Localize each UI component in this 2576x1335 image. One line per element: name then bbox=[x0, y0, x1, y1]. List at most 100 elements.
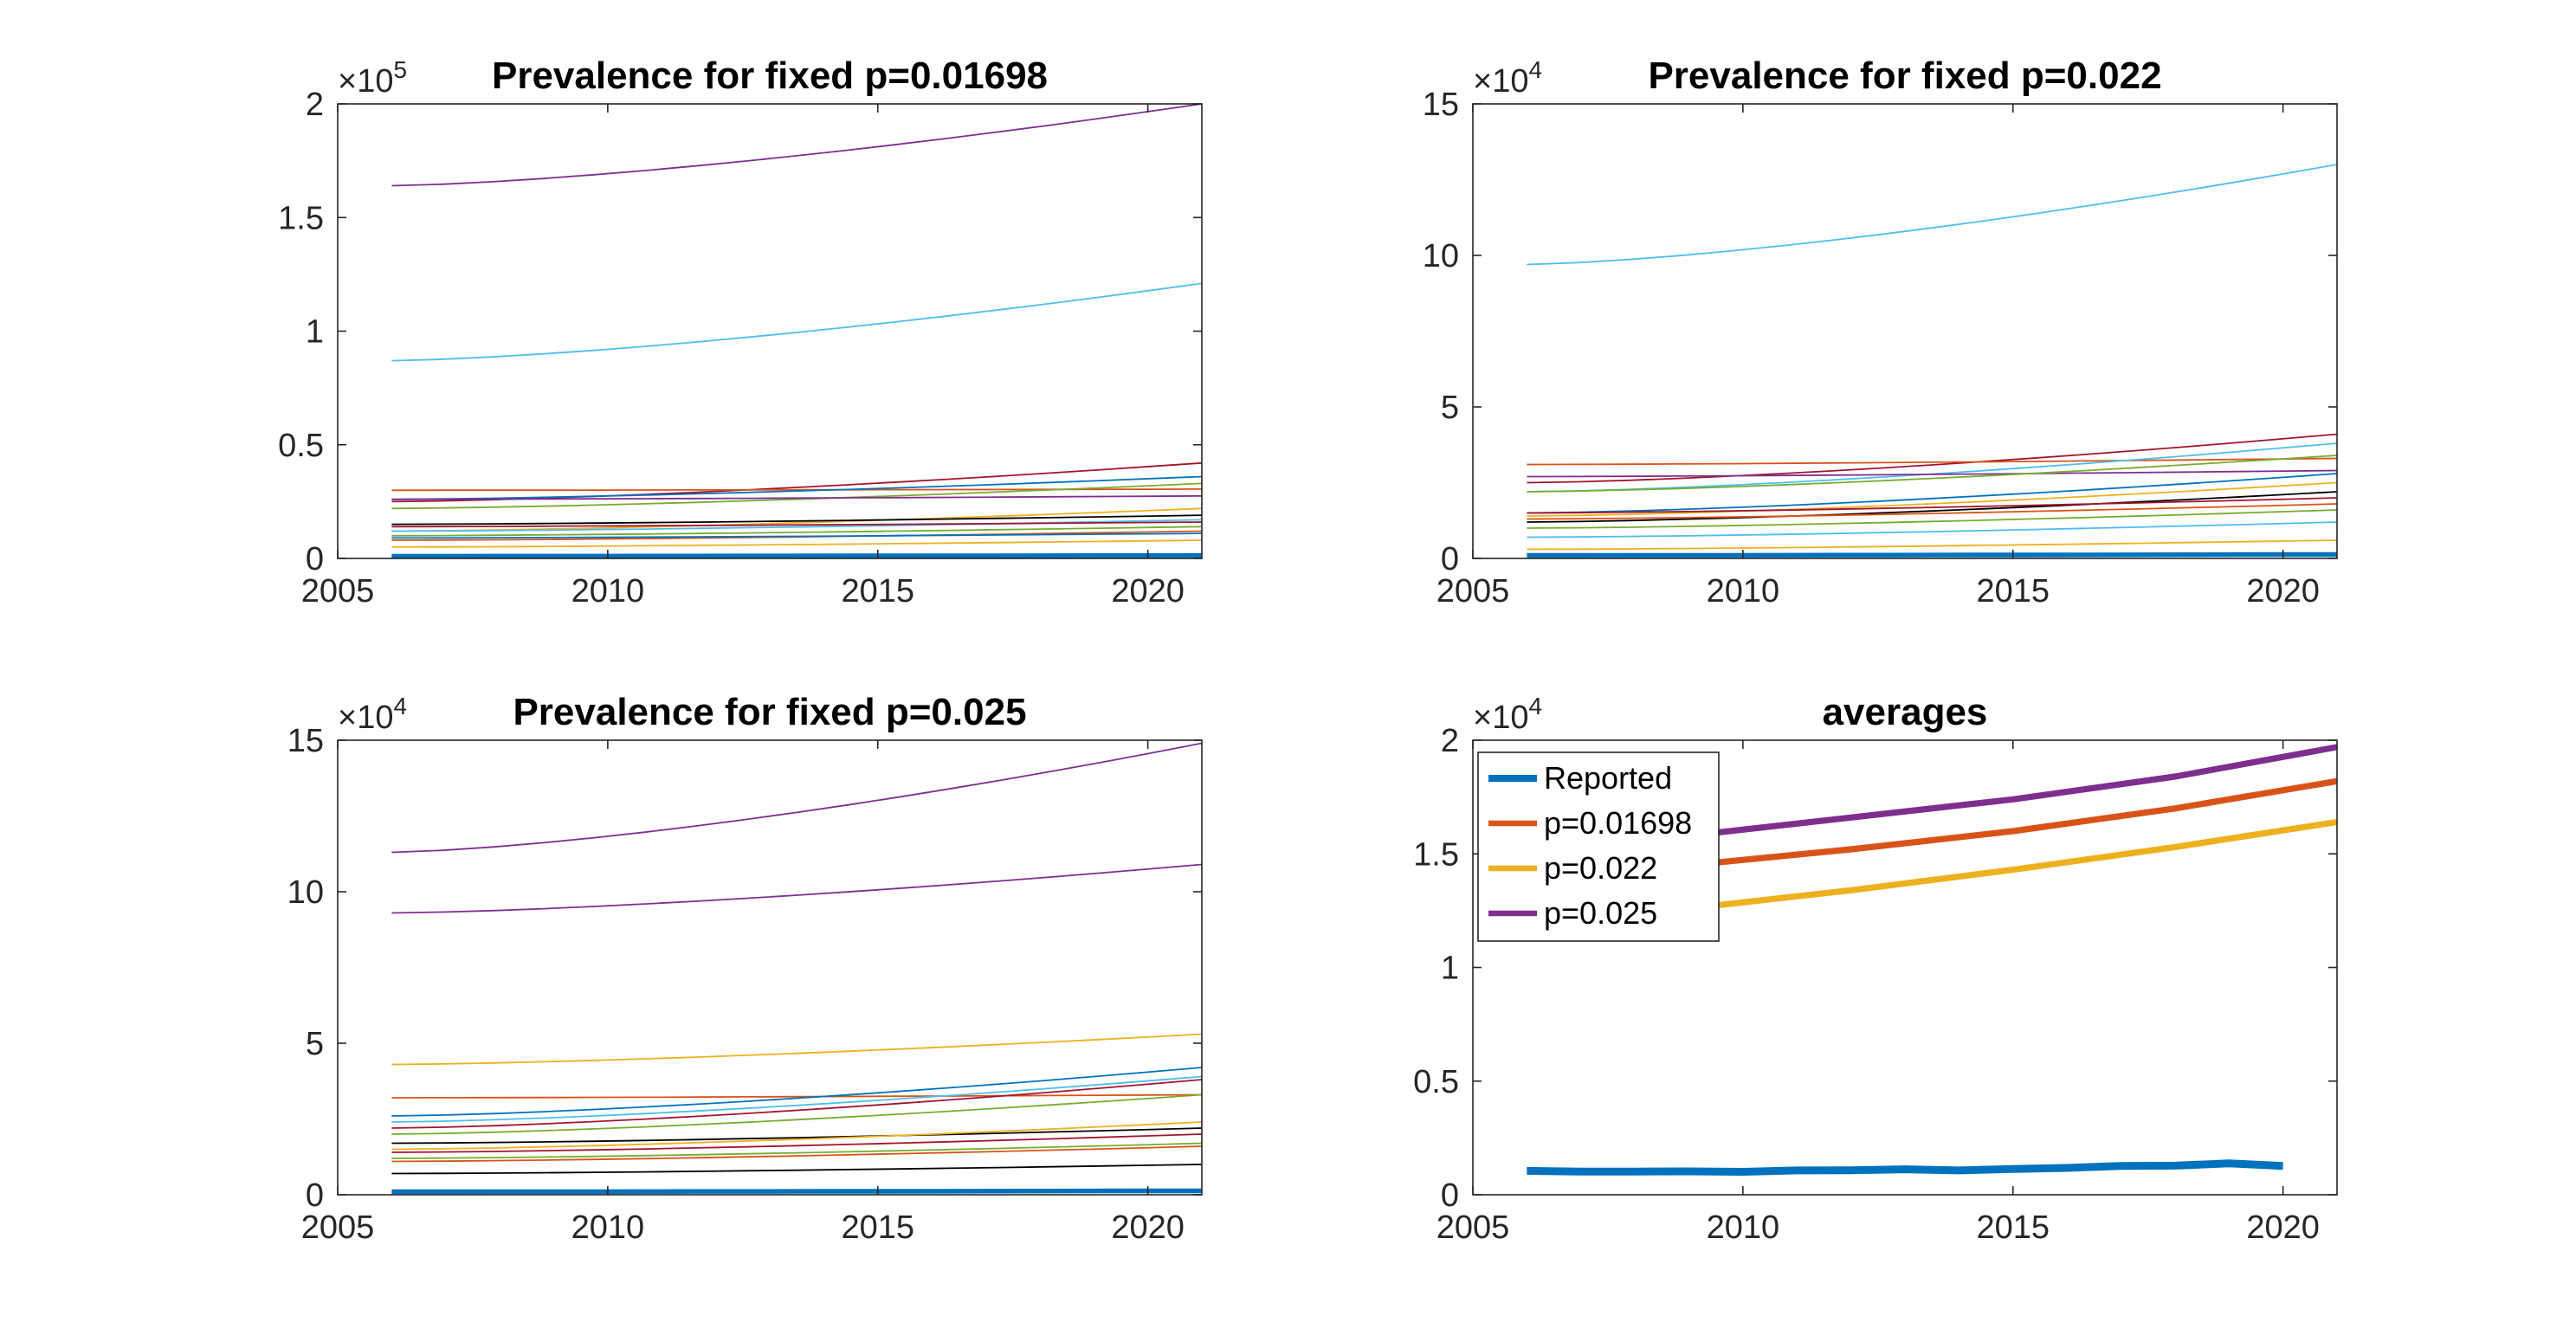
series-line-1 bbox=[391, 282, 1202, 362]
series-line-12 bbox=[1527, 521, 2337, 539]
legend-label: Reported bbox=[1544, 760, 1672, 796]
series-line-15 bbox=[391, 552, 1202, 558]
y-tick-label: 2 bbox=[306, 87, 324, 123]
legend-label: p=0.022 bbox=[1544, 850, 1657, 886]
chart-title: Prevalence for fixed p=0.022 bbox=[1648, 55, 2161, 97]
chart-title: Prevalence for fixed p=0.025 bbox=[513, 691, 1026, 733]
series-line-11 bbox=[1527, 503, 2337, 520]
y-tick-label: 1.5 bbox=[278, 200, 324, 236]
x-tick-label: 2015 bbox=[841, 573, 914, 609]
series-line-14 bbox=[391, 532, 1202, 539]
series-line-6 bbox=[391, 494, 1202, 500]
y-tick-label: 0 bbox=[306, 1177, 324, 1214]
x-tick-label: 2020 bbox=[2246, 573, 2320, 609]
series-line-10 bbox=[1527, 509, 2337, 529]
y-tick-label: 1 bbox=[1441, 951, 1459, 987]
series-line-9 bbox=[391, 1121, 1202, 1151]
series-line-0 bbox=[1527, 164, 2337, 266]
x-tick-label: 2010 bbox=[1707, 573, 1780, 609]
y-tick-label: 10 bbox=[1423, 238, 1459, 274]
x-tick-label: 2005 bbox=[1436, 573, 1510, 609]
chart-panel-top-right: 2005 2010 2015 2020 0 5 10 15 ×104 Prevalence for… bbox=[1423, 55, 2338, 609]
series-line-6 bbox=[391, 1079, 1202, 1129]
legend-label: p=0.025 bbox=[1544, 895, 1657, 931]
series-line-5 bbox=[1527, 455, 2337, 493]
series-line-11 bbox=[391, 1142, 1202, 1159]
series-group bbox=[1527, 164, 2337, 558]
series-line-14 bbox=[391, 1188, 1202, 1195]
series-line-0 bbox=[391, 104, 1202, 187]
legend-label: p=0.01698 bbox=[1544, 805, 1692, 841]
x-tick-label: 2020 bbox=[1111, 1209, 1185, 1246]
series-line-10 bbox=[391, 1133, 1202, 1153]
series-line-8 bbox=[1527, 491, 2337, 523]
x-tick-label: 2015 bbox=[1976, 573, 2050, 609]
series-line-1 bbox=[1527, 433, 2337, 484]
y-tick-label: 5 bbox=[1441, 390, 1459, 426]
series-line-2 bbox=[1527, 457, 2337, 466]
x-tick-label: 2010 bbox=[571, 573, 645, 609]
series-group bbox=[391, 104, 1202, 558]
chart-title: averages bbox=[1823, 691, 1988, 733]
axes-box bbox=[337, 739, 1203, 1196]
y-tick-label: 0.5 bbox=[278, 428, 324, 464]
series-line-0 bbox=[391, 742, 1202, 854]
y-tick-label: 1.5 bbox=[1413, 836, 1459, 873]
x-tick-label: 2015 bbox=[1976, 1209, 2050, 1246]
series-line-8 bbox=[391, 514, 1202, 526]
x-tick-label: 2020 bbox=[1111, 573, 1185, 609]
y-tick-label: 0.5 bbox=[1413, 1064, 1459, 1100]
x-tick-label: 2020 bbox=[2246, 1209, 2320, 1246]
series-line-14 bbox=[1527, 551, 2337, 558]
axes-box bbox=[1472, 103, 2338, 559]
legend: Reported p=0.01698 p=0.022 p=0.025 bbox=[1477, 751, 1720, 942]
series-line-5 bbox=[391, 1075, 1202, 1123]
series-line-13 bbox=[1527, 539, 2337, 551]
series-line-2 bbox=[391, 1033, 1202, 1066]
y-tick-label: 10 bbox=[287, 874, 324, 911]
x-tick-label: 2005 bbox=[301, 1209, 375, 1246]
y-tick-label: 1 bbox=[306, 314, 324, 351]
legend-box bbox=[1477, 751, 1720, 942]
series-line-6 bbox=[1527, 473, 2337, 514]
y-tick-label: 0 bbox=[1441, 1177, 1459, 1214]
chart-panel-top-left: 2005 2010 2015 2020 0 0.5 1 1.5 2 ×105 Prevalence … bbox=[278, 55, 1203, 609]
series-line-13 bbox=[391, 1164, 1202, 1175]
series-line-7 bbox=[391, 507, 1202, 532]
series-line-9 bbox=[1527, 497, 2337, 514]
x-tick-label: 2015 bbox=[841, 1209, 914, 1246]
y-tick-label: 0 bbox=[306, 541, 324, 577]
series-line-8 bbox=[391, 1127, 1202, 1145]
y-tick-label: 15 bbox=[1423, 87, 1459, 123]
axis-exponent-label: ×104 bbox=[1473, 56, 1542, 100]
series-line-1 bbox=[391, 863, 1202, 914]
series-line-4 bbox=[391, 475, 1202, 500]
series-line-0 bbox=[1527, 1159, 2283, 1176]
series-group bbox=[391, 742, 1202, 1195]
series-line-7 bbox=[1527, 481, 2337, 517]
axis-exponent-label: ×104 bbox=[1473, 693, 1542, 736]
series-line-10 bbox=[391, 521, 1202, 528]
x-tick-label: 2010 bbox=[571, 1209, 645, 1246]
series-line-13 bbox=[391, 539, 1202, 548]
chart-panel-bottom-left: 2005 2010 2015 2020 0 5 10 15 ×104 Prevalence for… bbox=[287, 691, 1203, 1246]
chart-panel-bottom-right: 2005 2010 2015 2020 0 0.5 1 1.5 2 ×104 averages Rep… bbox=[1413, 691, 2338, 1246]
x-tick-label: 2005 bbox=[1436, 1209, 1510, 1246]
series-line-3 bbox=[391, 1093, 1202, 1099]
axis-exponent-label: ×104 bbox=[338, 693, 407, 736]
y-tick-label: 15 bbox=[287, 723, 324, 759]
series-line-4 bbox=[1527, 469, 2337, 478]
series-line-11 bbox=[391, 526, 1202, 537]
x-tick-label: 2005 bbox=[301, 573, 375, 609]
y-tick-label: 5 bbox=[306, 1026, 324, 1062]
axis-exponent-label: ×105 bbox=[338, 56, 407, 100]
y-tick-label: 2 bbox=[1441, 723, 1459, 759]
series-line-5 bbox=[391, 482, 1202, 510]
chart-title: Prevalence for fixed p=0.01698 bbox=[492, 55, 1048, 97]
series-line-7 bbox=[391, 1093, 1202, 1135]
series-line-12 bbox=[391, 1145, 1202, 1163]
x-tick-label: 2010 bbox=[1707, 1209, 1780, 1246]
y-tick-label: 0 bbox=[1441, 541, 1459, 577]
